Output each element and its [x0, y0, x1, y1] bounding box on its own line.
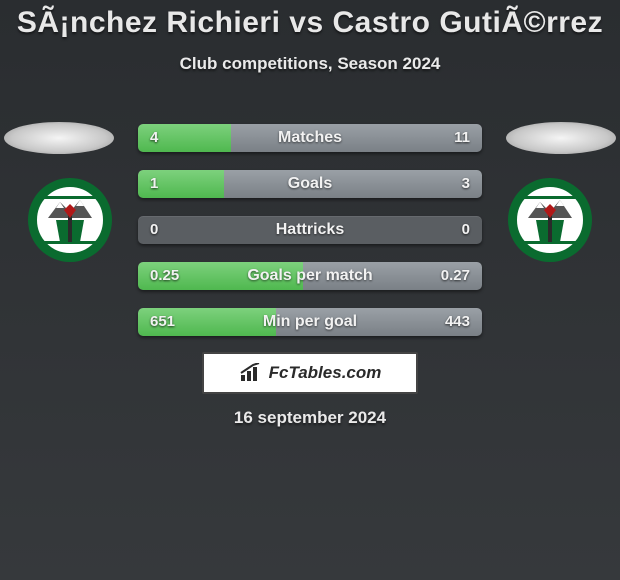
stat-label: Matches	[138, 124, 482, 152]
stat-value-left: 4	[150, 124, 158, 152]
date-text: 16 september 2024	[0, 408, 620, 428]
stats-container: 4 11Matches 1 3Goals 0 0Hattricks 0.25 0.27Goal…	[138, 124, 482, 354]
chart-icon	[239, 363, 263, 383]
stat-row: 651 443Min per goal	[138, 308, 482, 336]
stat-row: 0.25 0.27Goals per match	[138, 262, 482, 290]
stat-value-right: 3	[462, 170, 470, 198]
stat-value-right: 0.27	[441, 262, 470, 290]
stat-label: Goals	[138, 170, 482, 198]
stat-value-left: 1	[150, 170, 158, 198]
stat-value-right: 443	[445, 308, 470, 336]
stat-value-left: 651	[150, 308, 175, 336]
club-crest-left	[20, 178, 120, 262]
page-subtitle: Club competitions, Season 2024	[0, 54, 620, 74]
branding-text: FcTables.com	[269, 363, 382, 383]
stat-value-right: 11	[454, 124, 470, 152]
player-photo-placeholder-right	[506, 122, 616, 154]
stat-label: Goals per match	[138, 262, 482, 290]
player-photo-placeholder-left	[4, 122, 114, 154]
club-crest-right	[500, 178, 600, 262]
stat-row: 1 3Goals	[138, 170, 482, 198]
stat-value-right: 0	[462, 216, 470, 244]
stat-label: Min per goal	[138, 308, 482, 336]
stat-row: 4 11Matches	[138, 124, 482, 152]
branding-box: FcTables.com	[202, 352, 418, 394]
stat-value-left: 0	[150, 216, 158, 244]
page-title: SÃ¡nchez Richieri vs Castro GutiÃ©rrez	[0, 0, 620, 40]
stat-label: Hattricks	[138, 216, 482, 244]
stat-row: 0 0Hattricks	[138, 216, 482, 244]
stat-value-left: 0.25	[150, 262, 179, 290]
